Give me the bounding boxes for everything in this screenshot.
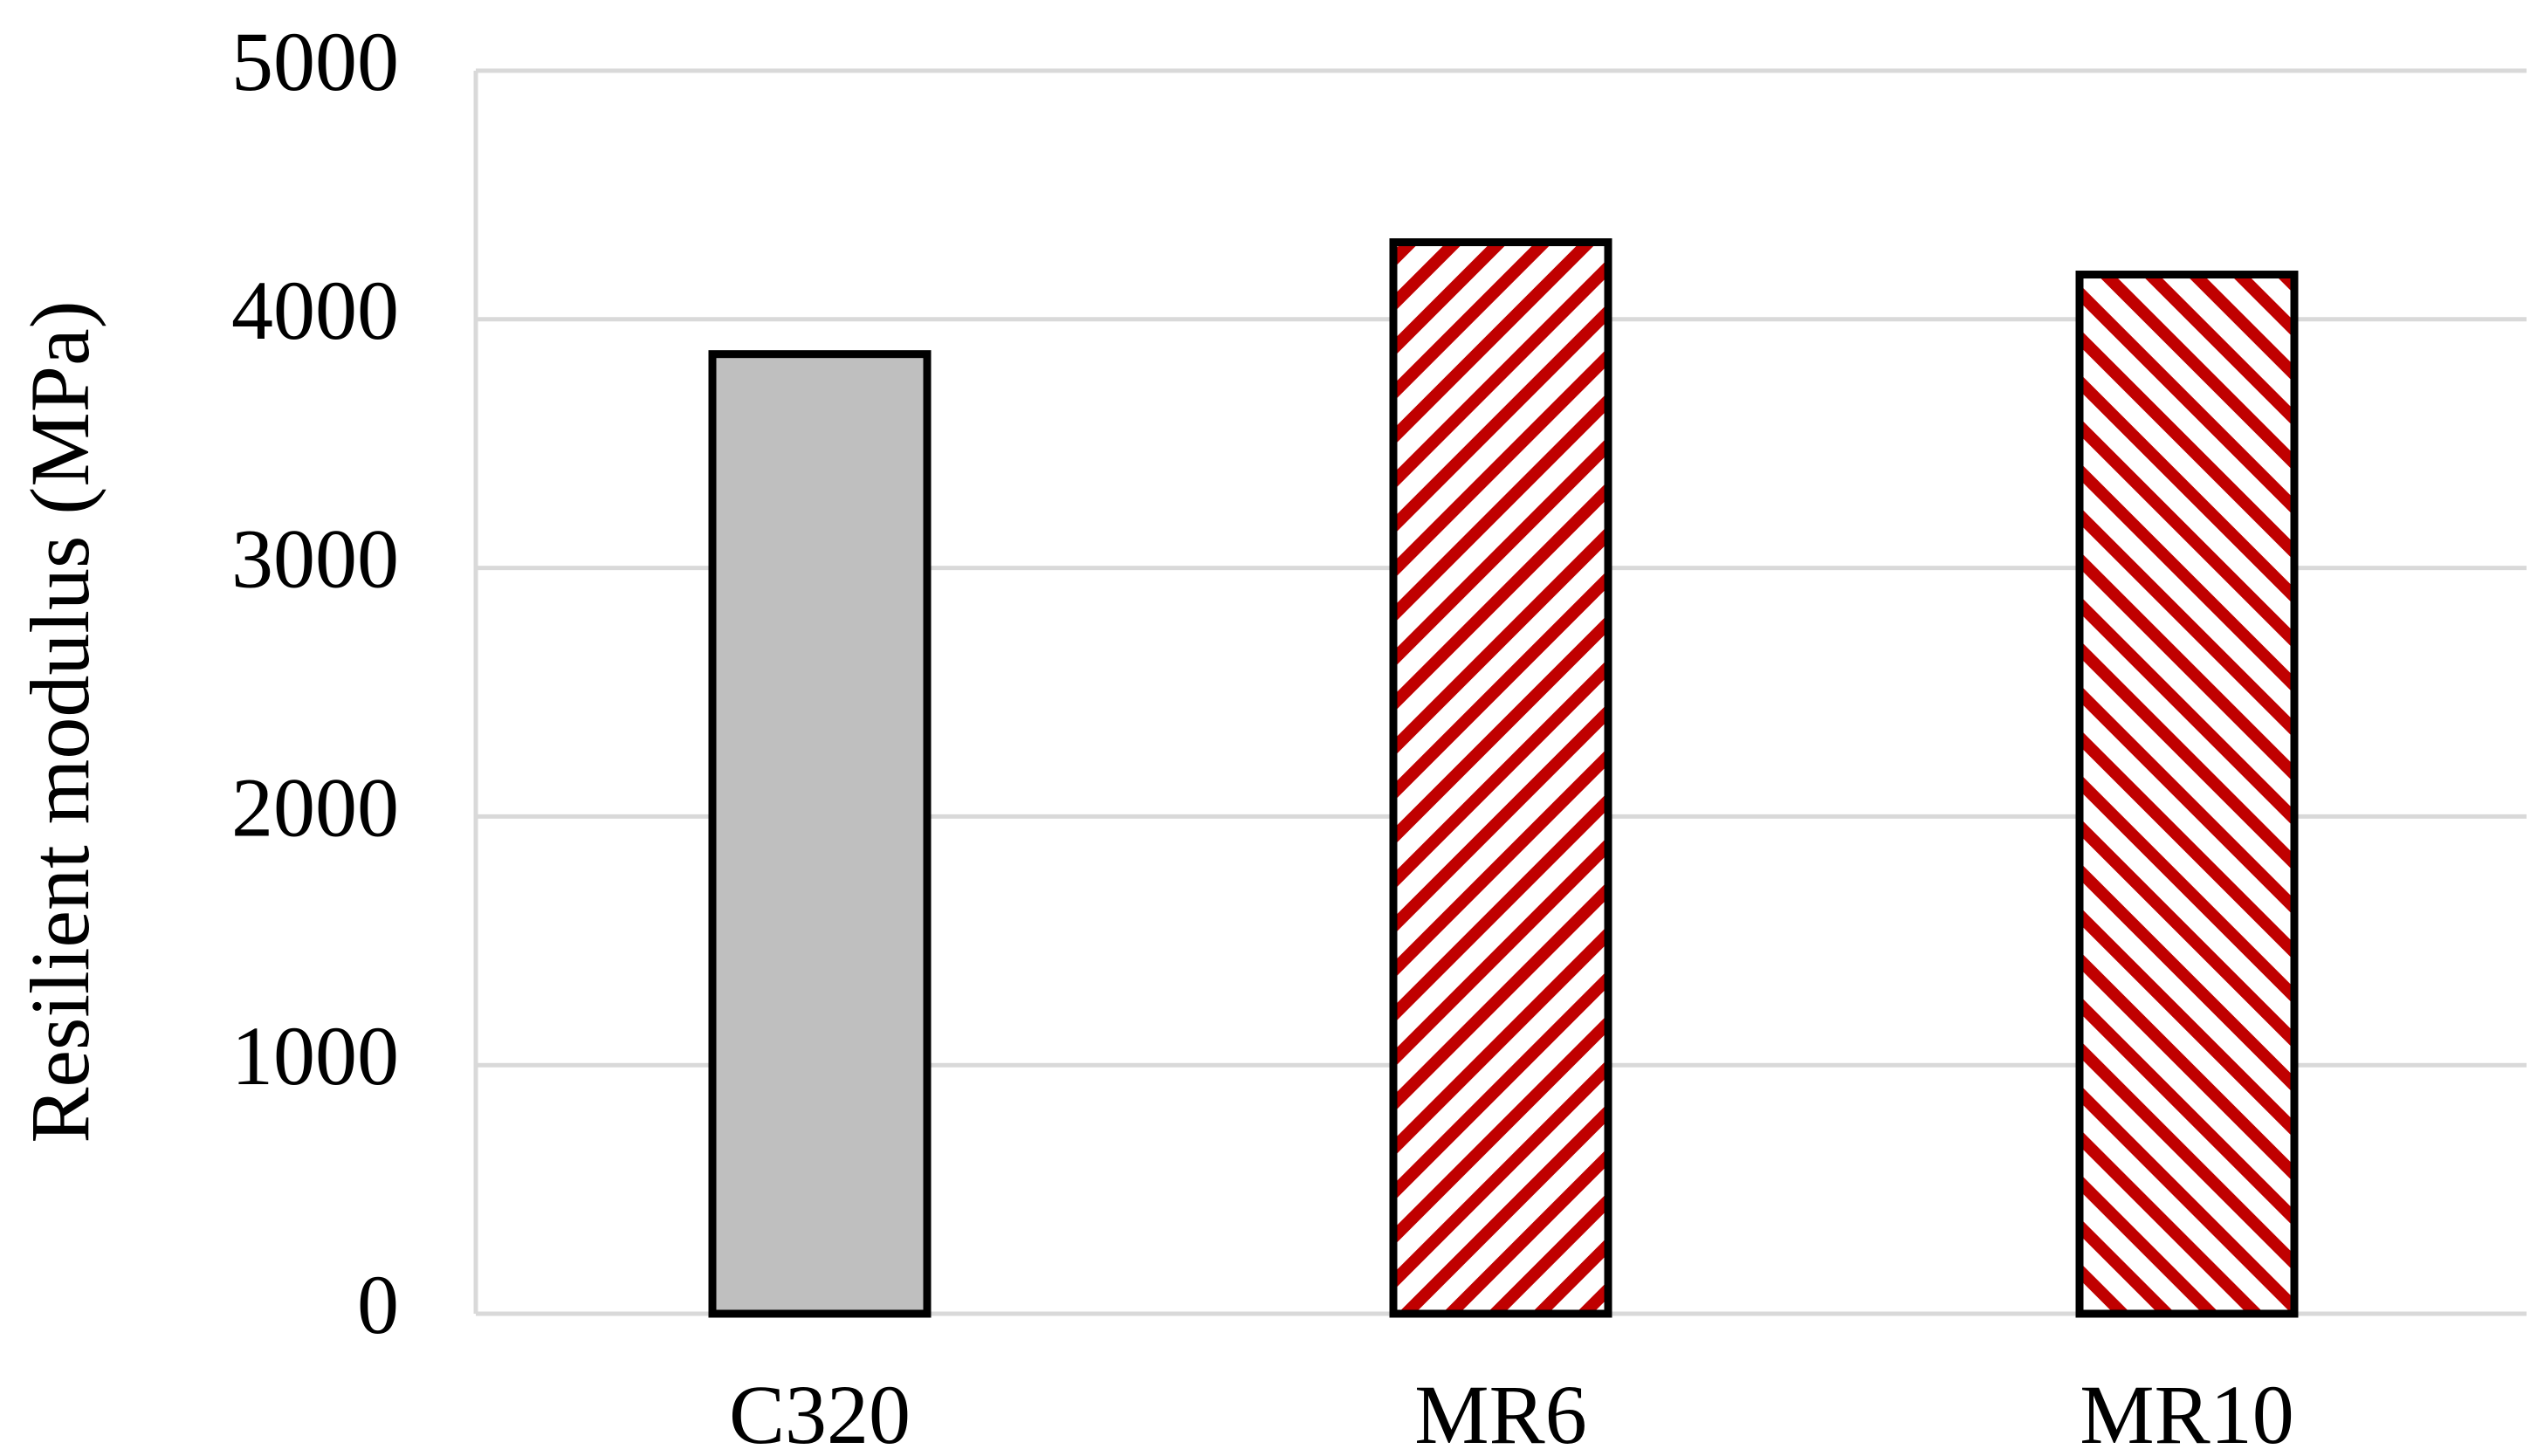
x-tick-label: MR6 [1414,1368,1586,1456]
bar [1389,238,1612,1318]
bar [708,350,932,1318]
y-tick-label: 5000 [231,15,399,108]
bar [2075,271,2299,1318]
y-tick-label: 3000 [231,512,399,606]
y-tick-label: 1000 [231,1009,399,1102]
x-tick-label: MR10 [2080,1368,2293,1456]
y-tick-label: 2000 [231,760,399,854]
y-axis-label: Resilient modulus (MPa) [13,300,107,1143]
y-tick-label: 0 [357,1258,399,1351]
y-tick-label: 4000 [231,264,399,357]
x-tick-label: C320 [729,1368,911,1456]
